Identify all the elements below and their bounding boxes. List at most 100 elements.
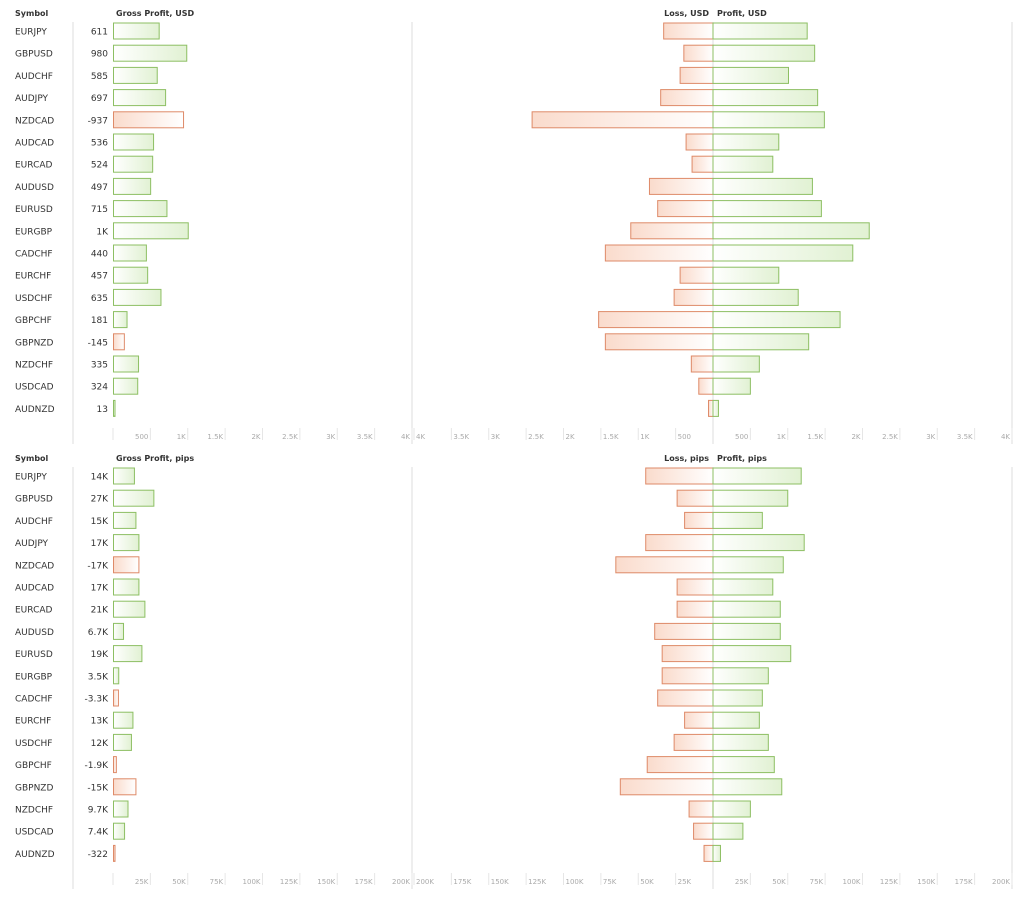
loss-bar <box>693 822 714 840</box>
gross-bar <box>113 511 137 529</box>
tick-label: 175K <box>355 878 373 886</box>
profit-bar <box>712 556 784 574</box>
profit-bar <box>712 667 769 685</box>
gross-bar <box>113 822 126 840</box>
tick-label: 150K <box>491 878 509 886</box>
loss-bar <box>615 556 714 574</box>
profit-bar <box>712 66 789 84</box>
symbol-label: NZDCAD <box>15 116 54 126</box>
loss-bar <box>676 600 714 618</box>
table-row: AUDNZD 13 <box>15 399 719 417</box>
symbol-label: USDCAD <box>15 828 54 838</box>
gross-value-label: 611 <box>91 28 108 38</box>
table-row: AUDJPY 697 <box>15 89 819 107</box>
table-row: EURGBP 3.5K <box>15 667 769 685</box>
gross-header: Gross Profit, pips <box>116 454 194 463</box>
loss-bar <box>645 534 714 552</box>
tick-label: 500 <box>678 433 691 441</box>
table-row: GBPUSD 27K <box>15 489 789 507</box>
symbol-label: AUDCAD <box>15 139 54 149</box>
table-row: GBPCHF 181 <box>15 311 841 329</box>
profit-bar <box>712 22 808 40</box>
symbol-label: CADCHF <box>15 250 53 260</box>
profit-bar <box>712 622 781 640</box>
gross-value-label: 980 <box>91 50 108 60</box>
loss-bar <box>648 177 714 195</box>
tick-label: 25K <box>135 878 149 886</box>
panel-USD: Symbol Gross Profit, USD Loss, USD Profit, … <box>15 9 1013 444</box>
symbol-label: EURUSD <box>15 205 53 215</box>
symbol-label: EURCHF <box>15 272 51 282</box>
gross-bar <box>113 266 149 284</box>
profit-header: Profit, USD <box>717 9 767 18</box>
gross-value-label: 9.7K <box>88 806 109 816</box>
profit-bar <box>712 44 816 62</box>
gross-value-label: -322 <box>88 850 108 860</box>
loss-bar <box>698 377 714 395</box>
symbol-label: AUDCHF <box>15 72 53 82</box>
table-row: AUDCHF 15K <box>15 511 763 529</box>
gross-value-label: -17K <box>87 561 109 571</box>
tick-label: 25K <box>735 878 749 886</box>
symbol-label: EURGBP <box>15 227 53 237</box>
symbol-label: EURJPY <box>15 28 47 38</box>
tick-label: 175K <box>955 878 973 886</box>
gross-bar <box>113 89 167 107</box>
tick-label: 75K <box>603 878 617 886</box>
tick-label: 3K <box>326 433 335 441</box>
gross-bar <box>113 155 154 173</box>
tick-label: 1K <box>640 433 649 441</box>
gross-value-label: 13K <box>91 717 109 727</box>
gross-bar <box>113 311 128 329</box>
tick-label: 500 <box>135 433 148 441</box>
profit-bar <box>712 222 870 240</box>
gross-value-label: 335 <box>91 361 108 371</box>
loss-header: Loss, pips <box>664 454 709 463</box>
profit-bar <box>712 645 792 663</box>
tick-label: 1.5K <box>807 433 823 441</box>
loss-bar <box>645 467 714 485</box>
loss-bar <box>661 667 714 685</box>
symbol-label: EURCHF <box>15 717 51 727</box>
symbol-label: USDCHF <box>15 739 52 749</box>
tick-label: 2K <box>251 433 260 441</box>
gross-bar <box>113 689 119 707</box>
profit-bar <box>712 534 805 552</box>
gross-value-label: 585 <box>91 72 108 82</box>
profit-bar <box>712 244 854 262</box>
symbol-label: EURCAD <box>15 606 53 616</box>
gross-value-label: 457 <box>91 272 108 282</box>
tick-label: 1K <box>177 433 186 441</box>
symbol-label: AUDCHF <box>15 517 53 527</box>
gross-value-label: -1.9K <box>85 761 110 771</box>
tick-label: 125K <box>880 878 898 886</box>
tick-label: 100K <box>566 878 584 886</box>
tick-label: 150K <box>917 878 935 886</box>
symbol-label: USDCHF <box>15 294 52 304</box>
gross-bar <box>113 578 140 596</box>
table-row: EURUSD 715 <box>15 200 822 218</box>
table-row: AUDNZD -322 <box>15 844 721 862</box>
symbol-label: EURJPY <box>15 473 47 483</box>
loss-bar <box>630 222 714 240</box>
tick-label: 3K <box>926 433 935 441</box>
gross-bar <box>113 66 158 84</box>
gross-value-label: 13 <box>97 405 108 415</box>
tick-label: 3.5K <box>453 433 469 441</box>
gross-value-label: 21K <box>91 606 109 616</box>
gross-value-label: 3.5K <box>88 672 109 682</box>
gross-value-label: -145 <box>88 338 108 348</box>
table-row: EURCHF 457 <box>15 266 780 284</box>
table-row: GBPNZD -145 <box>15 333 810 351</box>
loss-bar <box>683 44 714 62</box>
gross-bar <box>113 645 143 663</box>
loss-bar <box>598 311 714 329</box>
table-row: GBPNZD -15K <box>15 778 783 796</box>
gross-value-label: -3.3K <box>85 695 110 705</box>
gross-bar <box>113 177 152 195</box>
tick-label: 1K <box>777 433 786 441</box>
gross-bar <box>113 756 117 774</box>
profit-bar <box>712 133 780 151</box>
table-row: USDCHF 12K <box>15 733 769 751</box>
tick-label: 125K <box>528 878 546 886</box>
